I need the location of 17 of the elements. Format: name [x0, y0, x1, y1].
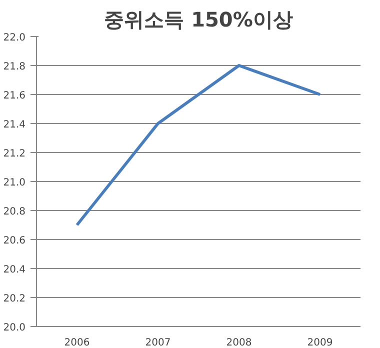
- line-series: [76, 64, 322, 226]
- y-tick-label: 22.0: [3, 32, 26, 44]
- y-tick-label: 20.8: [3, 206, 26, 218]
- y-tick-label: 20.4: [3, 264, 26, 276]
- x-tick-label: 2007: [145, 338, 171, 348]
- y-tick-label: 21.2: [3, 148, 26, 160]
- y-tick-label: 20.0: [3, 322, 26, 334]
- y-tick-label: 21.0: [3, 178, 26, 188]
- x-tick-label: 2006: [64, 338, 90, 348]
- x-tick-label: 2008: [226, 338, 252, 348]
- y-tick-label: 21.6: [3, 90, 26, 102]
- y-tick-label: 21.4: [3, 120, 26, 130]
- chart-title: 중위소득 150%이상: [104, 8, 293, 32]
- y-tick-label: 21.8: [3, 62, 26, 72]
- y-tick-label: 20.2: [3, 294, 26, 304]
- y-tick-label: 20.6: [3, 236, 26, 246]
- x-tick-label: 2009: [307, 338, 333, 348]
